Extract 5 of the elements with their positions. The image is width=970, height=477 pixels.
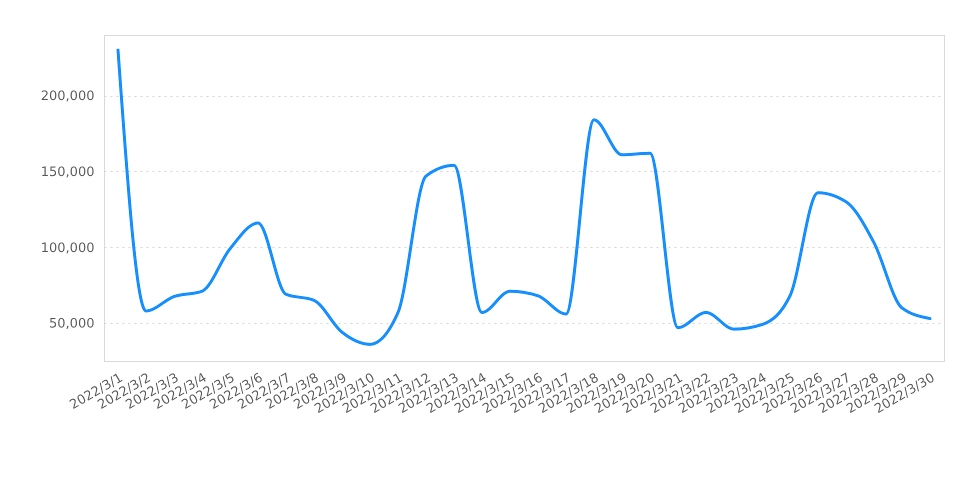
y-tick-label: 50,000 — [49, 316, 94, 332]
y-tick-label: 200,000 — [40, 89, 94, 104]
y-tick-label: 150,000 — [40, 164, 94, 180]
line-series — [116, 48, 932, 346]
y-tick-label: 100,000 — [40, 240, 94, 256]
